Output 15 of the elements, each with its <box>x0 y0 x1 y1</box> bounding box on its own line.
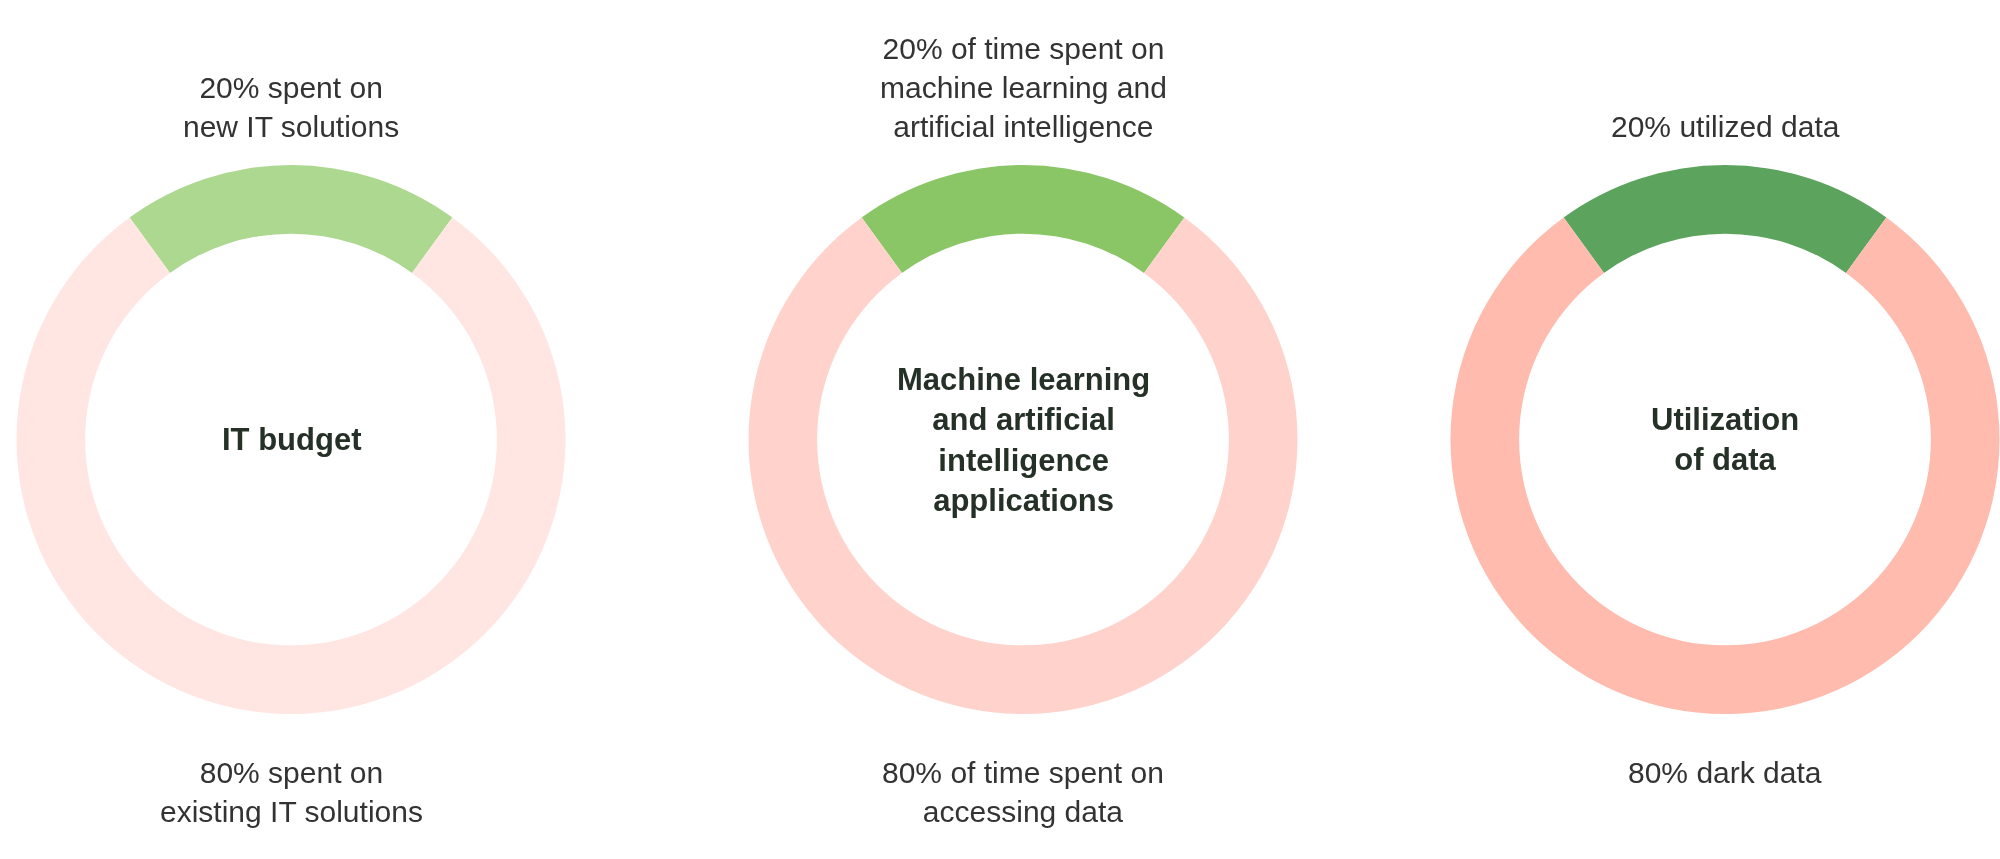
slice-label: 80% spent on existing IT solutions <box>160 756 423 828</box>
text: Utilization of data <box>1651 402 1800 478</box>
donut-slice <box>16 217 566 714</box>
slice-label: 20% utilized data <box>1611 110 1840 143</box>
text: IT budget <box>222 422 362 457</box>
slice-label: 80% of time spent on accessing data <box>882 756 1164 828</box>
donut-slice <box>1563 165 1887 273</box>
slice-label: 20% of time spent on machine learning and artificial intelligence <box>880 32 1167 143</box>
donut-slice <box>861 165 1185 273</box>
donut-slice <box>129 165 453 273</box>
slice-label: 20% spent on new IT solutions <box>183 71 400 143</box>
donut-slice <box>1450 217 2000 714</box>
donut-slice <box>748 217 1298 714</box>
text: Machine learning and artificial intelligence applications <box>897 362 1151 518</box>
slice-label: 80% dark data <box>1628 756 1822 789</box>
